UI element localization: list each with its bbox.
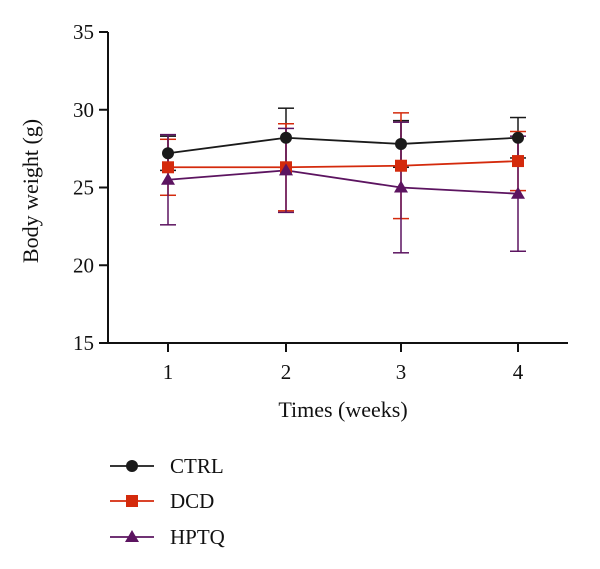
- y-tick-label: 25: [73, 176, 94, 200]
- dcd-data-point: [395, 159, 407, 172]
- x-ticks: 1 2 3 4: [163, 343, 524, 384]
- y-tick-label: 35: [73, 20, 94, 44]
- dcd-data-point: [512, 155, 524, 168]
- legend: CTRL DCD HPTQ: [110, 454, 225, 549]
- hptq-legend-label: HPTQ: [170, 525, 225, 549]
- ctrl-data-point: [512, 131, 524, 144]
- x-tick-label: 3: [396, 360, 407, 384]
- series-lines: [167, 136, 519, 195]
- x-tick-label: 1: [163, 360, 174, 384]
- hptq-legend-marker: [125, 530, 139, 542]
- ctrl-series-line: [167, 136, 519, 155]
- hptq-series-line: [167, 169, 519, 195]
- dcd-series-line: [168, 160, 519, 169]
- ctrl-legend-label: CTRL: [170, 454, 224, 478]
- x-tick-label: 4: [513, 360, 524, 384]
- hptq-data-point: [511, 186, 525, 199]
- y-axis-title: Body weight (g): [18, 119, 43, 263]
- x-axis-title: Times (weeks): [278, 397, 407, 422]
- error-bars: [160, 107, 526, 254]
- x-tick-label: 2: [281, 360, 292, 384]
- data-markers: [161, 131, 525, 199]
- y-tick-label: 15: [73, 331, 94, 355]
- dcd-data-point: [162, 161, 174, 174]
- hptq-data-point: [279, 163, 293, 176]
- ctrl-data-point: [280, 131, 292, 144]
- y-ticks: 15 20 25 30 35: [73, 20, 108, 355]
- ctrl-data-point: [395, 137, 407, 150]
- ctrl-data-point: [162, 147, 174, 160]
- dcd-legend-marker: [126, 495, 138, 507]
- y-tick-label: 30: [73, 98, 94, 122]
- dcd-legend-label: DCD: [170, 489, 214, 513]
- hptq-data-point: [394, 180, 408, 193]
- ctrl-legend-marker: [126, 460, 138, 472]
- hptq-data-point: [161, 172, 175, 185]
- y-tick-label: 20: [73, 253, 94, 277]
